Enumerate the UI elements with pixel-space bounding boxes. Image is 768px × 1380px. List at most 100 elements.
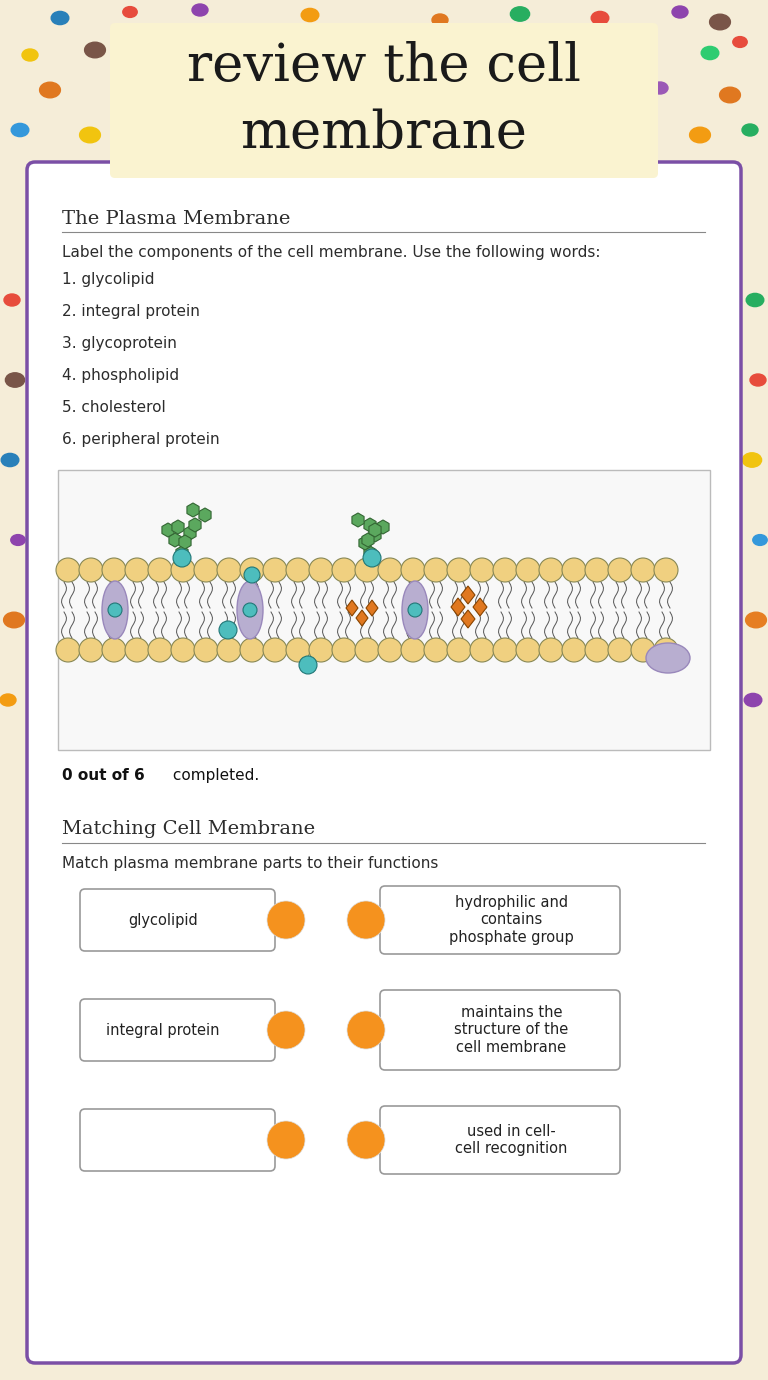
Circle shape	[194, 638, 218, 662]
Circle shape	[562, 558, 586, 582]
Text: Label the components of the cell membrane. Use the following words:: Label the components of the cell membran…	[62, 246, 601, 259]
Ellipse shape	[0, 694, 16, 707]
Polygon shape	[176, 546, 188, 560]
Circle shape	[108, 603, 122, 617]
Ellipse shape	[2, 454, 18, 466]
Polygon shape	[362, 533, 374, 546]
Circle shape	[267, 901, 305, 938]
Polygon shape	[179, 535, 191, 549]
Circle shape	[102, 638, 126, 662]
Circle shape	[493, 638, 517, 662]
Circle shape	[355, 558, 379, 582]
Polygon shape	[377, 520, 389, 534]
Ellipse shape	[462, 124, 478, 137]
Circle shape	[79, 558, 103, 582]
Text: maintains the
structure of the
cell membrane: maintains the structure of the cell memb…	[455, 1005, 568, 1054]
Circle shape	[585, 558, 609, 582]
Text: 6. peripheral protein: 6. peripheral protein	[62, 432, 220, 447]
Polygon shape	[199, 508, 211, 522]
Ellipse shape	[40, 83, 61, 98]
Text: review the cell
membrane: review the cell membrane	[187, 41, 581, 159]
Polygon shape	[184, 526, 196, 540]
Text: 4. phospholipid: 4. phospholipid	[62, 368, 179, 384]
Circle shape	[171, 638, 195, 662]
Circle shape	[378, 558, 402, 582]
Ellipse shape	[180, 81, 200, 95]
Circle shape	[401, 638, 425, 662]
Circle shape	[286, 558, 310, 582]
Circle shape	[539, 558, 563, 582]
Ellipse shape	[237, 581, 263, 639]
Ellipse shape	[552, 50, 568, 61]
Ellipse shape	[630, 40, 650, 55]
Polygon shape	[364, 518, 376, 533]
Ellipse shape	[616, 121, 634, 135]
Ellipse shape	[11, 534, 25, 545]
Ellipse shape	[80, 127, 101, 142]
Ellipse shape	[322, 46, 338, 58]
Text: 1. glycolipid: 1. glycolipid	[62, 272, 154, 287]
Circle shape	[125, 558, 149, 582]
Circle shape	[267, 1121, 305, 1159]
Ellipse shape	[710, 14, 730, 30]
Polygon shape	[369, 523, 381, 537]
Ellipse shape	[646, 643, 690, 673]
Text: integral protein: integral protein	[106, 1023, 220, 1038]
Ellipse shape	[672, 6, 688, 18]
Circle shape	[539, 638, 563, 662]
Circle shape	[56, 638, 80, 662]
Ellipse shape	[750, 374, 766, 386]
Circle shape	[470, 638, 494, 662]
Ellipse shape	[422, 88, 438, 101]
Ellipse shape	[345, 80, 366, 95]
Polygon shape	[461, 610, 475, 628]
Polygon shape	[356, 610, 368, 627]
Ellipse shape	[4, 294, 20, 306]
Ellipse shape	[261, 86, 279, 98]
Circle shape	[148, 638, 172, 662]
Circle shape	[408, 603, 422, 617]
Ellipse shape	[501, 83, 520, 97]
Circle shape	[470, 558, 494, 582]
Circle shape	[347, 1012, 385, 1049]
Circle shape	[631, 638, 655, 662]
Circle shape	[654, 638, 678, 662]
Ellipse shape	[652, 81, 668, 94]
Polygon shape	[369, 529, 381, 542]
Circle shape	[219, 621, 237, 639]
Ellipse shape	[690, 127, 710, 142]
Ellipse shape	[402, 581, 428, 639]
Circle shape	[654, 558, 678, 582]
Circle shape	[516, 558, 540, 582]
Text: Matching Cell Membrane: Matching Cell Membrane	[62, 820, 315, 838]
Circle shape	[347, 901, 385, 938]
Ellipse shape	[112, 88, 128, 101]
Polygon shape	[346, 600, 358, 615]
Polygon shape	[473, 598, 487, 615]
Circle shape	[608, 558, 632, 582]
Circle shape	[243, 603, 257, 617]
FancyBboxPatch shape	[380, 989, 620, 1070]
Circle shape	[378, 638, 402, 662]
Polygon shape	[461, 586, 475, 604]
Polygon shape	[366, 600, 378, 615]
Ellipse shape	[51, 11, 69, 25]
Ellipse shape	[4, 613, 25, 628]
Ellipse shape	[753, 534, 767, 545]
Text: hydrophilic and
contains
phosphate group: hydrophilic and contains phosphate group	[449, 896, 574, 945]
Text: glycolipid: glycolipid	[127, 912, 197, 927]
FancyBboxPatch shape	[80, 999, 275, 1061]
Ellipse shape	[571, 87, 589, 99]
Ellipse shape	[5, 373, 25, 388]
Circle shape	[217, 638, 241, 662]
Circle shape	[493, 558, 517, 582]
Polygon shape	[451, 598, 465, 615]
Circle shape	[194, 558, 218, 582]
Ellipse shape	[470, 43, 490, 57]
Ellipse shape	[12, 123, 29, 137]
Ellipse shape	[123, 7, 137, 18]
Text: 5. cholesterol: 5. cholesterol	[62, 400, 166, 415]
Circle shape	[240, 638, 264, 662]
Polygon shape	[187, 502, 199, 518]
Circle shape	[263, 558, 287, 582]
